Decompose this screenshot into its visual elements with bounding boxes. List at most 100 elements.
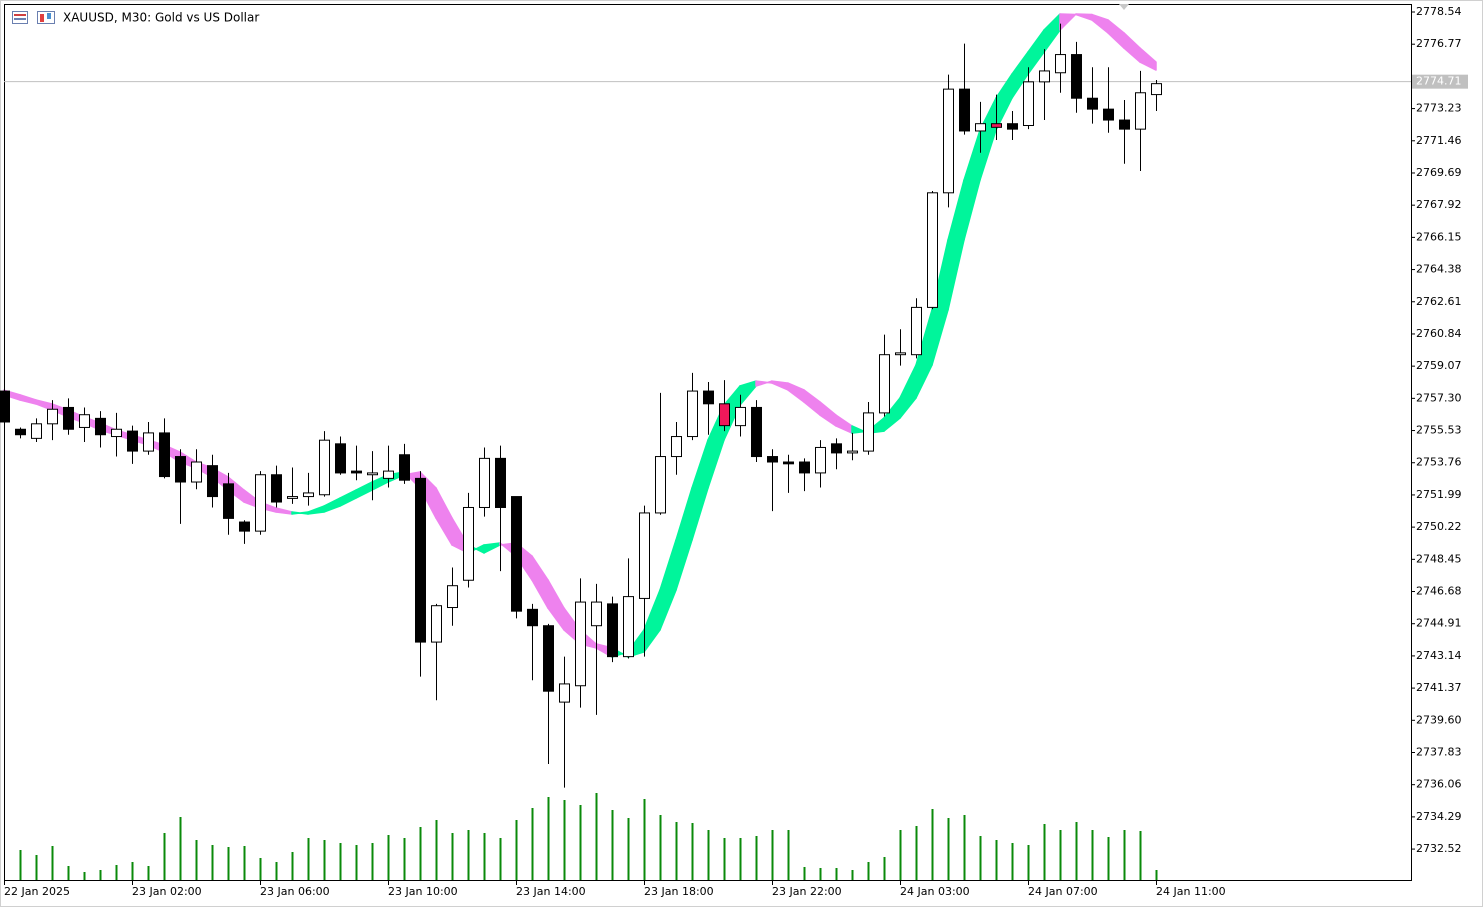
x-tick-label: 22 Jan 2025 <box>4 885 70 898</box>
y-tick-label: 2776.77 <box>1416 37 1462 50</box>
candle-body <box>383 470 394 479</box>
y-tick-label: 2741.37 <box>1416 681 1462 694</box>
x-tick-label: 23 Jan 14:00 <box>516 885 586 898</box>
y-tick-label: 2734.29 <box>1416 810 1462 823</box>
icon <box>12 11 28 24</box>
candle-body <box>911 306 922 356</box>
current-price-box <box>1412 74 1468 89</box>
candle-body <box>127 430 138 452</box>
candle-body <box>671 436 682 458</box>
y-tick-label: 2773.23 <box>1416 102 1462 115</box>
y-tick-label: 2750.22 <box>1416 520 1462 533</box>
candle-body <box>767 456 778 463</box>
candle-body <box>0 390 10 423</box>
candle-body <box>575 601 586 687</box>
candle-body <box>15 428 26 436</box>
candle-body <box>367 472 378 476</box>
x-tick-label: 24 Jan 07:00 <box>1028 885 1098 898</box>
candle-body <box>703 390 714 405</box>
x-tick-label: 23 Jan 06:00 <box>260 885 330 898</box>
candle-body <box>191 461 202 483</box>
candle-body <box>351 470 362 474</box>
candle-body <box>1071 54 1082 99</box>
y-tick-label: 2762.61 <box>1416 295 1462 308</box>
candle-body <box>1039 70 1050 83</box>
candle-body <box>1151 83 1162 96</box>
candle-body <box>1087 97 1098 110</box>
candle-body <box>927 192 938 308</box>
y-tick-label: 2744.91 <box>1416 617 1462 630</box>
candle-body <box>687 390 698 438</box>
y-tick-label: 2755.53 <box>1416 424 1462 437</box>
y-tick-label: 2732.52 <box>1416 842 1462 855</box>
candle-body <box>223 483 234 519</box>
candle-body <box>1103 108 1114 121</box>
y-tick-label: 2736.06 <box>1416 778 1462 791</box>
candle-body <box>255 474 266 532</box>
candle-body <box>79 414 90 428</box>
candle-body <box>319 439 330 496</box>
y-tick-label: 2769.69 <box>1416 166 1462 179</box>
icon <box>47 13 51 19</box>
candle-body <box>1055 54 1066 74</box>
candle-body <box>111 428 122 438</box>
y-tick-label: 2746.68 <box>1416 585 1462 598</box>
candle-body <box>751 406 762 458</box>
candle-body <box>783 461 794 465</box>
candle-body <box>591 601 602 627</box>
candle-body <box>463 506 474 581</box>
candle-body <box>655 456 666 514</box>
candle-body <box>527 608 538 627</box>
ribbon-segment <box>291 511 309 515</box>
candle-body <box>31 423 42 439</box>
candle-body <box>399 454 410 481</box>
y-tick-label: 2764.38 <box>1416 263 1462 276</box>
candle-body <box>271 474 282 503</box>
y-tick-label: 2778.54 <box>1416 5 1462 18</box>
candle-body <box>1023 81 1034 127</box>
candle-body <box>63 406 74 430</box>
candle-body <box>815 446 826 474</box>
candle-body <box>447 585 458 609</box>
candle-body <box>607 603 618 658</box>
candle-body <box>959 88 970 132</box>
candle-body <box>991 123 1002 128</box>
candle-body <box>879 354 890 414</box>
ribbon-segment <box>1139 47 1157 71</box>
plot-frame <box>4 4 1412 881</box>
candle-body <box>559 683 570 703</box>
y-tick-label: 2760.84 <box>1416 327 1462 340</box>
toolbar-icons <box>12 11 55 24</box>
candle-body <box>287 496 298 499</box>
candle-body <box>831 443 842 454</box>
chart-title: XAUUSD, M30: Gold vs US Dollar <box>63 11 259 25</box>
candle-body <box>207 465 218 498</box>
candle-body <box>95 417 106 436</box>
candle-body <box>159 432 170 478</box>
current-price-label: 2774.71 <box>1416 75 1462 88</box>
candle-body <box>735 406 746 427</box>
y-tick-label: 2748.45 <box>1416 552 1462 565</box>
candle-body <box>639 512 650 599</box>
x-tick-label: 23 Jan 10:00 <box>388 885 458 898</box>
candle-body <box>303 492 314 498</box>
candle-body <box>863 412 874 452</box>
candle-body <box>143 432 154 452</box>
candle-body <box>511 496 522 612</box>
x-tick-label: 23 Jan 02:00 <box>132 885 202 898</box>
y-tick-label: 2767.92 <box>1416 198 1462 211</box>
y-tick-label: 2751.99 <box>1416 488 1462 501</box>
shift-marker <box>1119 4 1129 10</box>
candle-body <box>847 450 858 454</box>
candle-body <box>479 457 490 508</box>
y-tick-label: 2757.30 <box>1416 391 1462 404</box>
candle-body <box>1119 119 1130 130</box>
icon <box>40 14 44 22</box>
x-tick-label: 23 Jan 22:00 <box>772 885 842 898</box>
candle-body <box>1135 92 1146 130</box>
candle-body <box>543 625 554 692</box>
y-tick-label: 2759.07 <box>1416 359 1462 372</box>
candle-body <box>623 596 634 658</box>
candle-body <box>799 461 810 474</box>
